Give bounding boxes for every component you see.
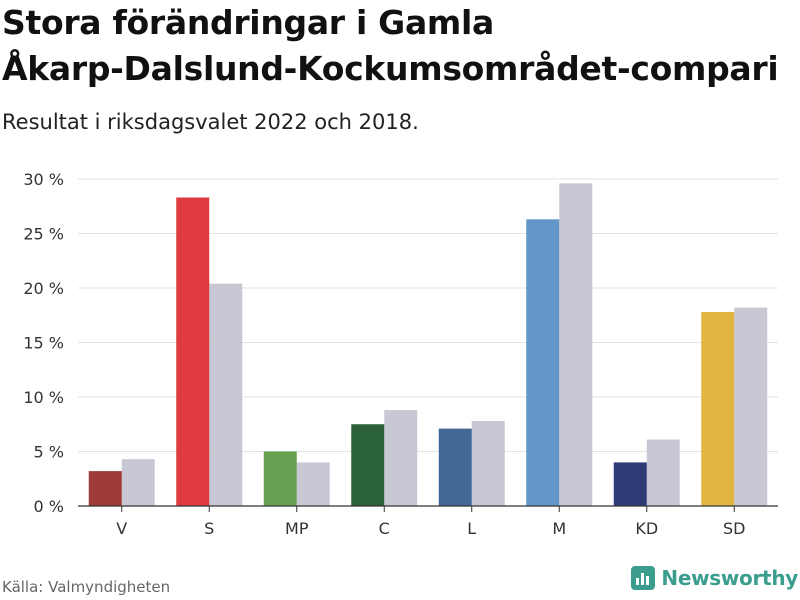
x-tick-label: V [116, 519, 127, 538]
bar-2022-l [438, 428, 472, 506]
bar-2022-kd [613, 462, 647, 506]
bar-2018-mp [296, 462, 330, 506]
y-tick-label: 0 % [34, 497, 64, 516]
newsworthy-logo: Newsworthy [631, 566, 798, 590]
bar-chart: 0 % 5 % 10 % 15 % 20 % 25 % 30 % V S MP C L M KD SD [23, 170, 778, 538]
bar-2018-s [209, 283, 243, 506]
chart-subtitle: Resultat i riksdagsvalet 2022 och 2018. [2, 110, 419, 134]
bar-2018-kd [646, 439, 680, 506]
bar-2022-v [88, 471, 122, 506]
chart-title-line-1: Stora förändringar i Gamla [2, 3, 494, 42]
bar-2022-c [351, 424, 385, 506]
x-tick-label: M [552, 519, 566, 538]
brand-name: Newsworthy [661, 566, 798, 590]
bar-2018-sd [734, 307, 768, 506]
y-tick-label: 25 % [23, 225, 64, 244]
bar-2018-c [384, 410, 418, 506]
bar-2018-l [471, 420, 505, 506]
bar-2018-v [121, 459, 155, 506]
bar-chart-icon [631, 566, 656, 590]
x-tick-label: C [379, 519, 390, 538]
y-tick-label: 5 % [34, 443, 64, 462]
y-tick-label: 10 % [23, 388, 64, 407]
bar-2018-m [559, 183, 593, 507]
y-tick-label: 30 % [23, 170, 64, 189]
y-tick-label: 15 % [23, 334, 64, 353]
x-tick-label: L [467, 519, 476, 538]
chart-title-line-2: Åkarp-Dalslund-Kockumsområdet-compari [2, 49, 779, 88]
y-tick-label: 20 % [23, 279, 64, 298]
x-tick-label: S [204, 519, 214, 538]
bar-2022-m [526, 219, 560, 506]
bar-2022-s [176, 197, 210, 506]
x-tick-label: SD [723, 519, 745, 538]
x-tick-label: MP [285, 519, 309, 538]
bar-2022-mp [263, 451, 297, 506]
x-tick-label: KD [635, 519, 658, 538]
bar-2022-sd [701, 311, 735, 506]
chart-title: Stora förändringar i Gamla Åkarp-Dalslun… [2, 0, 800, 92]
source-note: Källa: Valmyndigheten [2, 578, 171, 596]
